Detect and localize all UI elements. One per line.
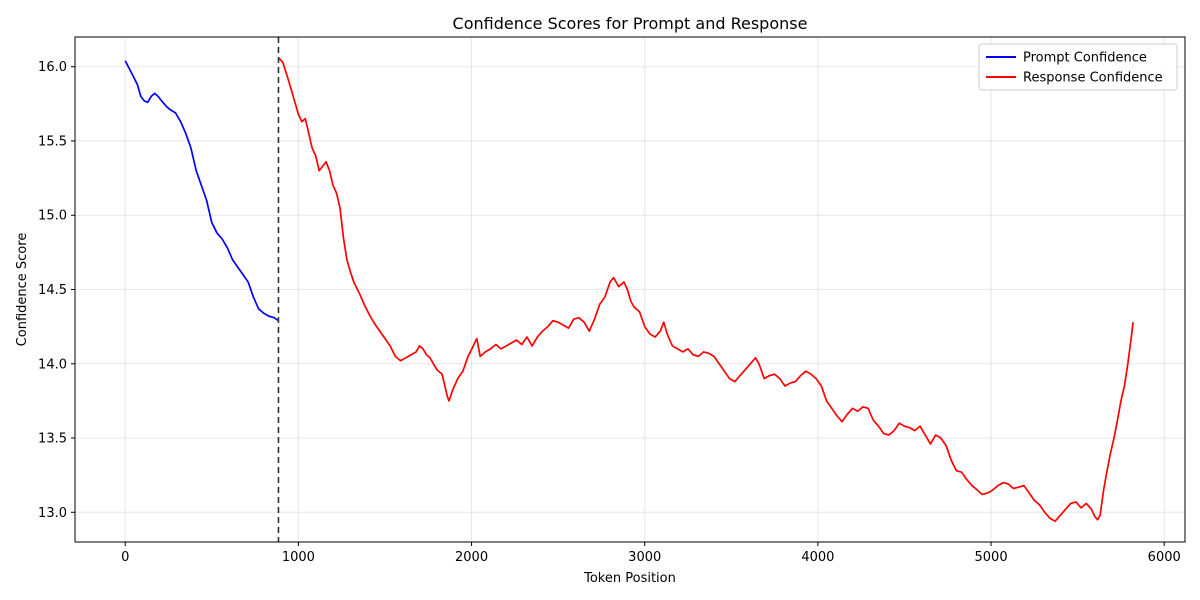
axis-ticks: 0 1000 2000 3000 4000 5000 6000 13.0 13.5 14.0 14.…: [38, 60, 1181, 565]
prompt-confidence-line: [124, 60, 279, 322]
x-tick-label: 2000: [455, 550, 488, 565]
y-tick-label: 13.0: [38, 506, 67, 521]
x-tick-label: 6000: [1148, 550, 1181, 565]
y-tick-label: 14.0: [38, 357, 67, 372]
y-tick-label: 15.5: [38, 134, 67, 149]
y-tick-label: 16.0: [38, 60, 67, 75]
x-tick-label: 5000: [975, 550, 1008, 565]
y-axis-label: Confidence Score: [15, 233, 30, 347]
x-tick-label: 1000: [282, 550, 315, 565]
series-lines: [124, 57, 1134, 523]
response-confidence-line: [277, 57, 1134, 523]
y-tick-label: 13.5: [38, 432, 67, 447]
grid-lines: [75, 37, 1185, 542]
y-tick-label: 15.0: [38, 209, 67, 224]
chart-title: Confidence Scores for Prompt and Respons…: [453, 14, 808, 33]
legend-label-prompt: Prompt Confidence: [1023, 51, 1147, 66]
x-tick-label: 3000: [628, 550, 661, 565]
x-tick-label: 0: [121, 550, 129, 565]
legend-label-response: Response Confidence: [1023, 71, 1163, 86]
legend: Prompt Confidence Response Confidence: [978, 43, 1178, 91]
x-tick-label: 4000: [801, 550, 834, 565]
y-tick-label: 14.5: [38, 283, 67, 298]
legend-box: [978, 43, 1178, 91]
x-axis-label: Token Position: [583, 571, 676, 586]
